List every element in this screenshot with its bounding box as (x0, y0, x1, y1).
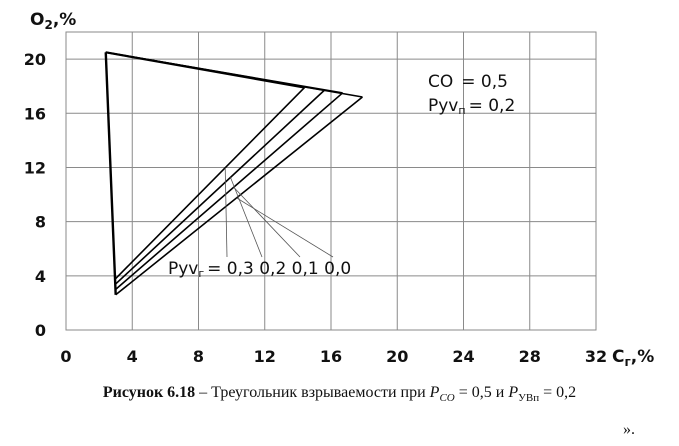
y-tick-label: 8 (35, 213, 46, 232)
data-lines (104, 51, 363, 296)
co-annotation: CO = 0,5 (428, 72, 508, 92)
leader-line (224, 167, 228, 258)
x-tick-label: 0 (60, 347, 71, 366)
x-tick-label: 32 (585, 347, 607, 366)
y-tick-label: 16 (24, 104, 46, 123)
x-tick-label: 24 (452, 347, 474, 366)
grid (65, 31, 597, 331)
leader-line (233, 186, 301, 258)
right-boundary-line (115, 89, 325, 285)
leader-line (230, 177, 263, 258)
right-boundary-line (115, 86, 306, 280)
y-tick-label: 20 (24, 50, 46, 69)
caption-co-sub: CO (439, 392, 455, 405)
caption-yvp-sub: УВп (518, 392, 540, 405)
y-tick-label: 0 (35, 321, 46, 340)
x-tick-label: 20 (386, 347, 408, 366)
pyvp-annotation: Pуᴠп = 0,2 (428, 96, 515, 117)
caption-and: и (491, 384, 509, 401)
pyvg-annotation: Pуᴠг = 0,3 0,2 0,1 0,0 (168, 259, 351, 280)
caption-p-yvp: P (508, 384, 519, 401)
y-tick-label: 12 (24, 158, 46, 177)
x-tick-label: 12 (254, 347, 276, 366)
right-boundary-line (115, 96, 363, 296)
figure-number: Рисунок 6.18 (102, 384, 196, 401)
x-tick-label: 16 (320, 347, 342, 366)
x-tick-label: 4 (127, 347, 138, 366)
leader-line (236, 197, 334, 258)
leader-lines (224, 167, 334, 258)
x-tick-label: 8 (193, 347, 204, 366)
x-axis-label: Cг,% (612, 347, 654, 369)
caption-ending: ». (623, 421, 635, 438)
left-boundary-line (104, 52, 117, 295)
x-tick-label: 28 (519, 347, 541, 366)
caption-text: – Треугольник взрываемости при (195, 384, 430, 401)
y-axis-label: O2,% (30, 10, 76, 32)
right-boundary-line (115, 92, 344, 290)
y-tick-label: 4 (35, 267, 46, 286)
caption-p-co: P (429, 384, 440, 401)
upper-boundary-line (105, 51, 363, 98)
caption-eq1: = 0,5 (454, 384, 492, 401)
explosivity-triangle-chart: 0 4 8 12 16 20 24 28 32 0 4 8 12 16 20 O2,% Cг,% CO = 0… (24, 10, 655, 369)
caption-eq2: = 0,2 (539, 384, 577, 401)
figure-caption: Рисунок 6.18 – Треугольник взрываемости … (0, 384, 679, 404)
tick-labels: 0 4 8 12 16 20 24 28 32 0 4 8 12 16 20 (24, 50, 607, 366)
